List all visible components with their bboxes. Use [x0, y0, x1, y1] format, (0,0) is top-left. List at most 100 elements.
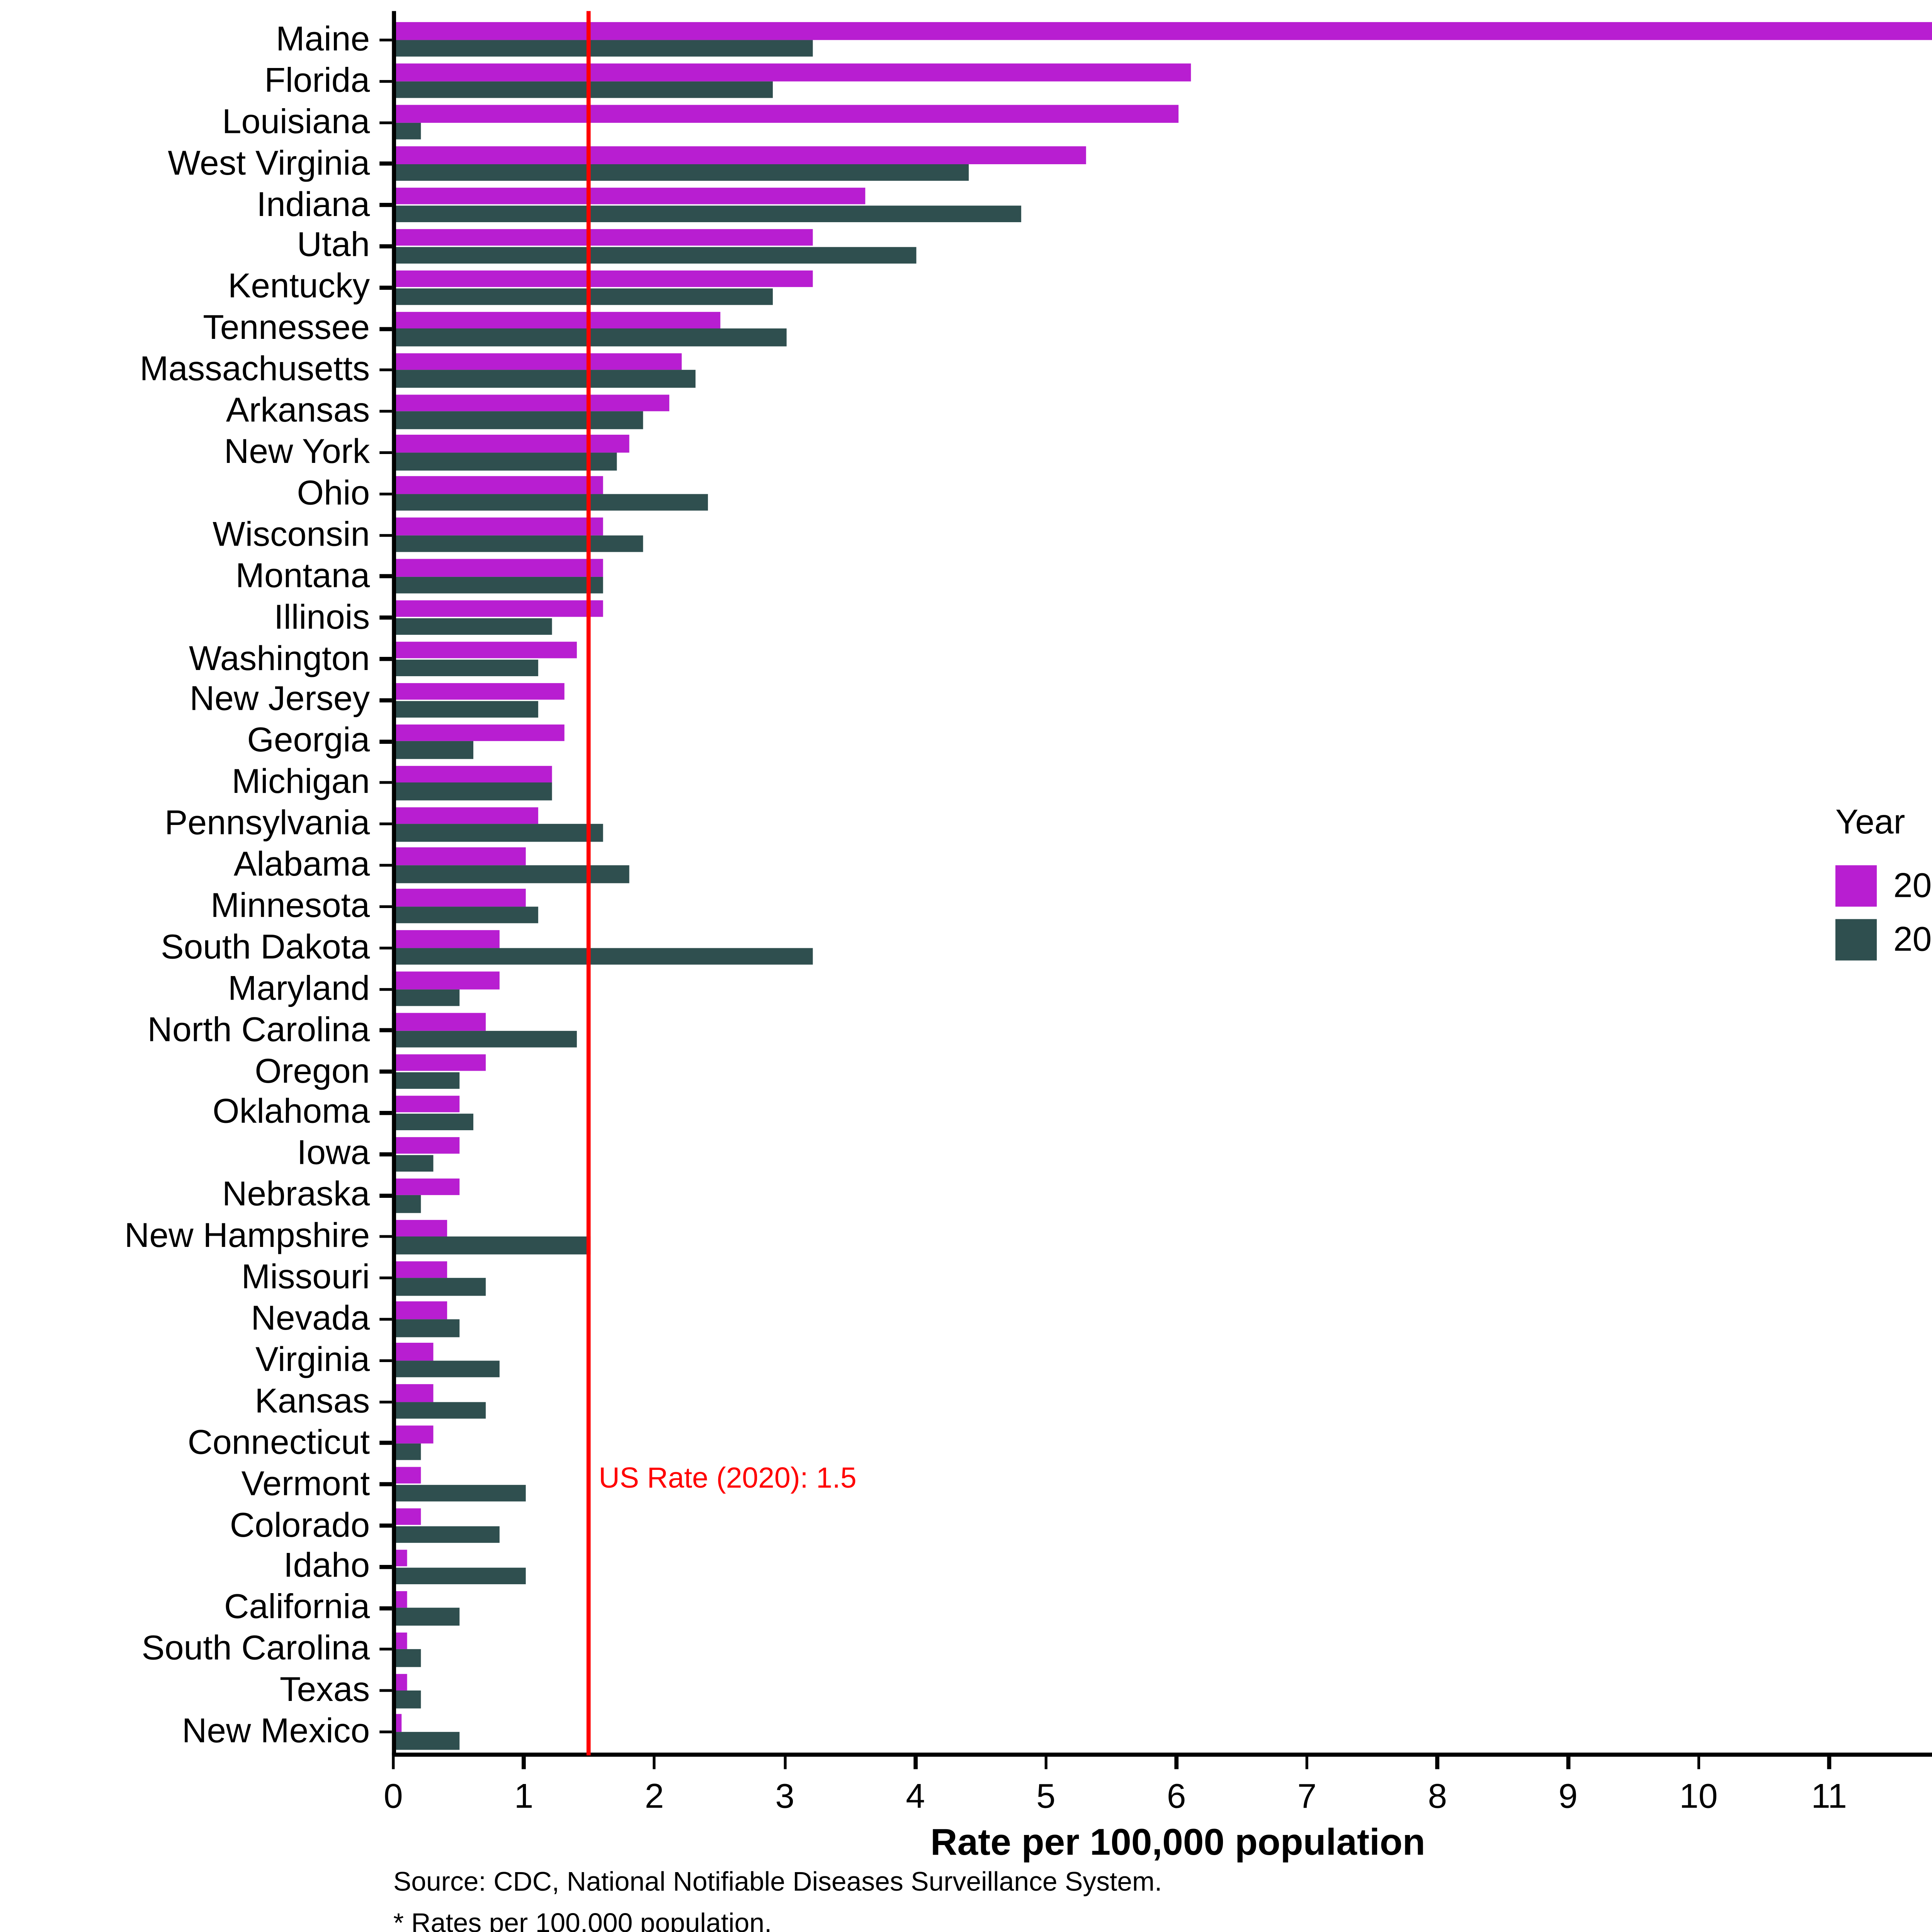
y-axis-tick — [379, 1235, 392, 1239]
x-axis-tick-label: 6 — [1167, 1777, 1186, 1816]
y-axis-label: Massachusetts — [139, 350, 370, 389]
x-axis-tick — [1305, 1756, 1309, 1769]
y-axis-tick — [379, 410, 392, 413]
y-axis-label: Florida — [264, 61, 370, 100]
bar-2020-minnesota — [395, 889, 526, 906]
bar-2020-kansas — [395, 1384, 434, 1402]
bar-2019-alabama — [395, 865, 630, 883]
y-axis-tick — [379, 1441, 392, 1445]
x-axis-tick — [1044, 1756, 1048, 1769]
y-axis-line — [392, 11, 396, 1755]
y-axis-tick — [379, 451, 392, 454]
legend-label-2019: 2019 — [1893, 920, 1932, 959]
y-axis-label: Pennsylvania — [165, 804, 370, 843]
x-axis-tick — [1827, 1756, 1831, 1769]
y-axis-tick — [379, 1111, 392, 1115]
bar-2020-texas — [395, 1673, 408, 1690]
bar-2019-colorado — [395, 1526, 499, 1543]
bar-2020-washington — [395, 641, 578, 659]
bar-2020-maine — [395, 22, 1932, 40]
x-axis-tick — [652, 1756, 656, 1769]
y-axis-label: Connecticut — [187, 1423, 370, 1462]
bar-2019-south-dakota — [395, 948, 813, 965]
y-axis-tick — [379, 698, 392, 702]
y-axis-tick — [379, 1276, 392, 1280]
bar-2020-california — [395, 1591, 408, 1608]
y-axis-tick — [379, 987, 392, 991]
bar-2019-connecticut — [395, 1443, 421, 1461]
y-axis-label: New Jersey — [189, 680, 370, 719]
y-axis-tick — [379, 616, 392, 620]
bar-2019-idaho — [395, 1567, 526, 1584]
bar-2020-alabama — [395, 848, 526, 865]
y-axis-label: Maine — [276, 20, 370, 59]
bar-2020-nebraska — [395, 1178, 460, 1196]
bar-2019-massachusetts — [395, 370, 695, 388]
y-axis-label: Georgia — [247, 721, 370, 760]
y-axis-tick — [379, 203, 392, 207]
bar-2019-maine — [395, 40, 813, 58]
y-axis-label: Kentucky — [228, 267, 370, 306]
bar-2019-minnesota — [395, 906, 538, 924]
x-axis-title: Rate per 100,000 population — [930, 1821, 1425, 1863]
bar-2019-nevada — [395, 1319, 460, 1337]
x-axis-tick-label: 1 — [514, 1777, 534, 1816]
y-axis-tick — [379, 1730, 392, 1734]
us-rate-annotation: US Rate (2020): 1.5 — [599, 1463, 857, 1495]
bar-2019-missouri — [395, 1278, 486, 1296]
y-axis-label: South Carolina — [141, 1629, 370, 1668]
y-axis-tick — [379, 1565, 392, 1569]
y-axis-label: Arkansas — [226, 391, 370, 430]
us-rate-reference-line — [587, 11, 591, 1755]
bar-2020-iowa — [395, 1137, 460, 1154]
bar-2020-illinois — [395, 600, 604, 618]
y-axis-tick — [379, 533, 392, 537]
bar-2020-nevada — [395, 1302, 447, 1319]
y-axis-tick — [379, 1606, 392, 1610]
x-axis-tick — [783, 1756, 787, 1769]
x-axis-tick-label: 8 — [1428, 1777, 1447, 1816]
x-axis-tick — [522, 1756, 526, 1769]
legend-swatch-2019 — [1835, 919, 1877, 961]
legend-title: Year — [1835, 803, 1905, 842]
bar-2020-utah — [395, 229, 813, 246]
y-axis-tick — [379, 657, 392, 661]
bar-2019-new-hampshire — [395, 1237, 591, 1254]
bar-2019-montana — [395, 577, 604, 594]
y-axis-label: New Hampshire — [124, 1216, 370, 1255]
bar-2020-michigan — [395, 765, 551, 783]
x-axis-tick-label: 11 — [1811, 1777, 1847, 1816]
bar-2020-missouri — [395, 1260, 447, 1278]
bar-2019-pennsylvania — [395, 824, 604, 842]
y-axis-tick — [379, 1070, 392, 1073]
bar-2019-louisiana — [395, 122, 421, 140]
x-axis-tick — [1175, 1756, 1179, 1769]
bar-2019-arkansas — [395, 412, 643, 429]
y-axis-label: Colorado — [230, 1505, 370, 1544]
bar-2020-indiana — [395, 187, 865, 205]
y-axis-label: Texas — [279, 1670, 370, 1709]
legend-label-2020: 2020 — [1893, 866, 1932, 905]
bar-2019-utah — [395, 246, 917, 264]
bar-2020-ohio — [395, 476, 604, 494]
bar-2019-iowa — [395, 1154, 434, 1172]
y-axis-tick — [379, 286, 392, 289]
bar-2019-vermont — [395, 1485, 526, 1502]
bar-2020-north-carolina — [395, 1013, 486, 1031]
y-axis-tick — [379, 38, 392, 42]
y-axis-label: Maryland — [228, 969, 370, 1008]
bar-2019-north-carolina — [395, 1031, 578, 1048]
bar-2019-michigan — [395, 783, 551, 800]
y-axis-tick — [379, 1689, 392, 1692]
bar-2019-new-jersey — [395, 700, 538, 718]
y-axis-tick — [379, 1648, 392, 1651]
y-axis-label: Iowa — [297, 1134, 370, 1173]
plot-area: Maine Florida Louisiana West Virginia Indian… — [124, 20, 1932, 1750]
x-axis-tick-label: 2 — [645, 1777, 664, 1816]
bar-2020-new-york — [395, 435, 630, 452]
legend: Year 2020 2019 — [1835, 803, 1932, 973]
y-axis-label: Washington — [189, 639, 370, 678]
y-axis-tick — [379, 1194, 392, 1197]
bar-2019-california — [395, 1608, 460, 1626]
y-axis-tick — [379, 162, 392, 166]
